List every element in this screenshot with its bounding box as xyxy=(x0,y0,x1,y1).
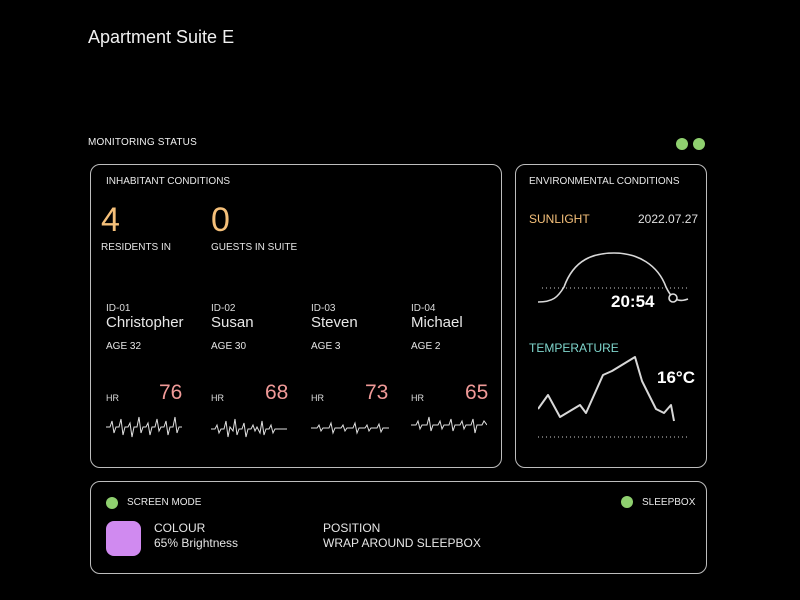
heart-rate-waveform xyxy=(106,416,182,438)
heart-rate-waveform xyxy=(211,418,287,438)
environmental-conditions-panel: ENVIRONMENTAL CONDITIONS SUNLIGHT 2022.0… xyxy=(515,164,707,468)
sleepbox-label: SLEEPBOX xyxy=(642,496,696,508)
resident-id: ID-03 xyxy=(311,303,336,314)
resident-name: Steven xyxy=(311,314,358,331)
inhabitant-conditions-panel: INHABITANT CONDITIONS 4 RESIDENTS IN 0 G… xyxy=(90,164,502,468)
monitoring-status-label: MONITORING STATUS xyxy=(88,137,197,148)
position-value: WRAP AROUND SLEEPBOX xyxy=(323,536,481,550)
heart-rate-waveform xyxy=(311,421,389,435)
resident-card[interactable]: ID-03 Steven AGE 3 xyxy=(311,303,401,352)
resident-age: AGE 3 xyxy=(311,341,341,352)
colour-brightness-value: 65% Brightness xyxy=(154,536,239,550)
heart-rate-value: 73 xyxy=(365,381,389,404)
colour-title: COLOUR xyxy=(154,521,206,535)
residents-count: 4 xyxy=(101,201,120,239)
heart-rate-value: 65 xyxy=(465,381,489,404)
sunlight-date: 2022.07.27 xyxy=(638,212,699,226)
resident-name: Christopher xyxy=(106,314,184,331)
resident-name: Michael xyxy=(411,314,463,331)
sleepbox-indicator xyxy=(621,496,633,508)
screen-mode-label: SCREEN MODE xyxy=(127,497,202,508)
hr-label: HR xyxy=(411,393,424,403)
residents-label: RESIDENTS IN xyxy=(101,242,172,253)
screen-mode-indicator xyxy=(106,497,118,509)
colour-swatch[interactable] xyxy=(106,521,141,556)
resident-age: AGE 2 xyxy=(411,341,441,352)
hr-label: HR xyxy=(311,393,324,403)
guests-label: GUESTS IN SUITE xyxy=(211,242,298,253)
status-indicator-2 xyxy=(693,138,705,150)
temperature-label: TEMPERATURE xyxy=(529,341,619,355)
sleepbox-toggle[interactable]: SLEEPBOX xyxy=(621,496,695,508)
resident-id: ID-02 xyxy=(211,303,236,314)
resident-card[interactable]: ID-01 Christopher AGE 32 xyxy=(106,303,196,352)
resident-id: ID-01 xyxy=(106,303,131,314)
resident-card[interactable]: ID-04 Michael AGE 2 xyxy=(411,303,501,352)
inhabitant-conditions-label: INHABITANT CONDITIONS xyxy=(106,176,231,187)
hr-label: HR xyxy=(106,393,119,403)
status-indicator-1 xyxy=(676,138,688,150)
position-title: POSITION xyxy=(323,521,381,535)
resident-age: AGE 32 xyxy=(106,341,142,352)
resident-card[interactable]: ID-02 Susan AGE 30 xyxy=(211,303,301,352)
heart-rate-waveform xyxy=(411,416,487,434)
sunlight-time: 20:54 xyxy=(611,292,655,311)
resident-age: AGE 30 xyxy=(211,341,247,352)
hr-label: HR xyxy=(211,393,224,403)
temperature-line-graph xyxy=(538,356,688,438)
temperature-value: 16°C xyxy=(657,368,695,387)
heart-rate-value: 68 xyxy=(265,381,289,404)
sunlight-arc-graph xyxy=(538,252,689,303)
guests-count: 0 xyxy=(211,201,230,239)
screen-mode-panel: SCREEN MODE SLEEPBOX COLOUR 65% Brightne… xyxy=(90,481,707,574)
environmental-conditions-label: ENVIRONMENTAL CONDITIONS xyxy=(529,176,680,187)
resident-id: ID-04 xyxy=(411,303,436,314)
page-title: Apartment Suite E xyxy=(88,27,235,47)
sunlight-label: SUNLIGHT xyxy=(529,212,590,226)
resident-name: Susan xyxy=(211,314,254,331)
heart-rate-value: 76 xyxy=(159,381,183,404)
